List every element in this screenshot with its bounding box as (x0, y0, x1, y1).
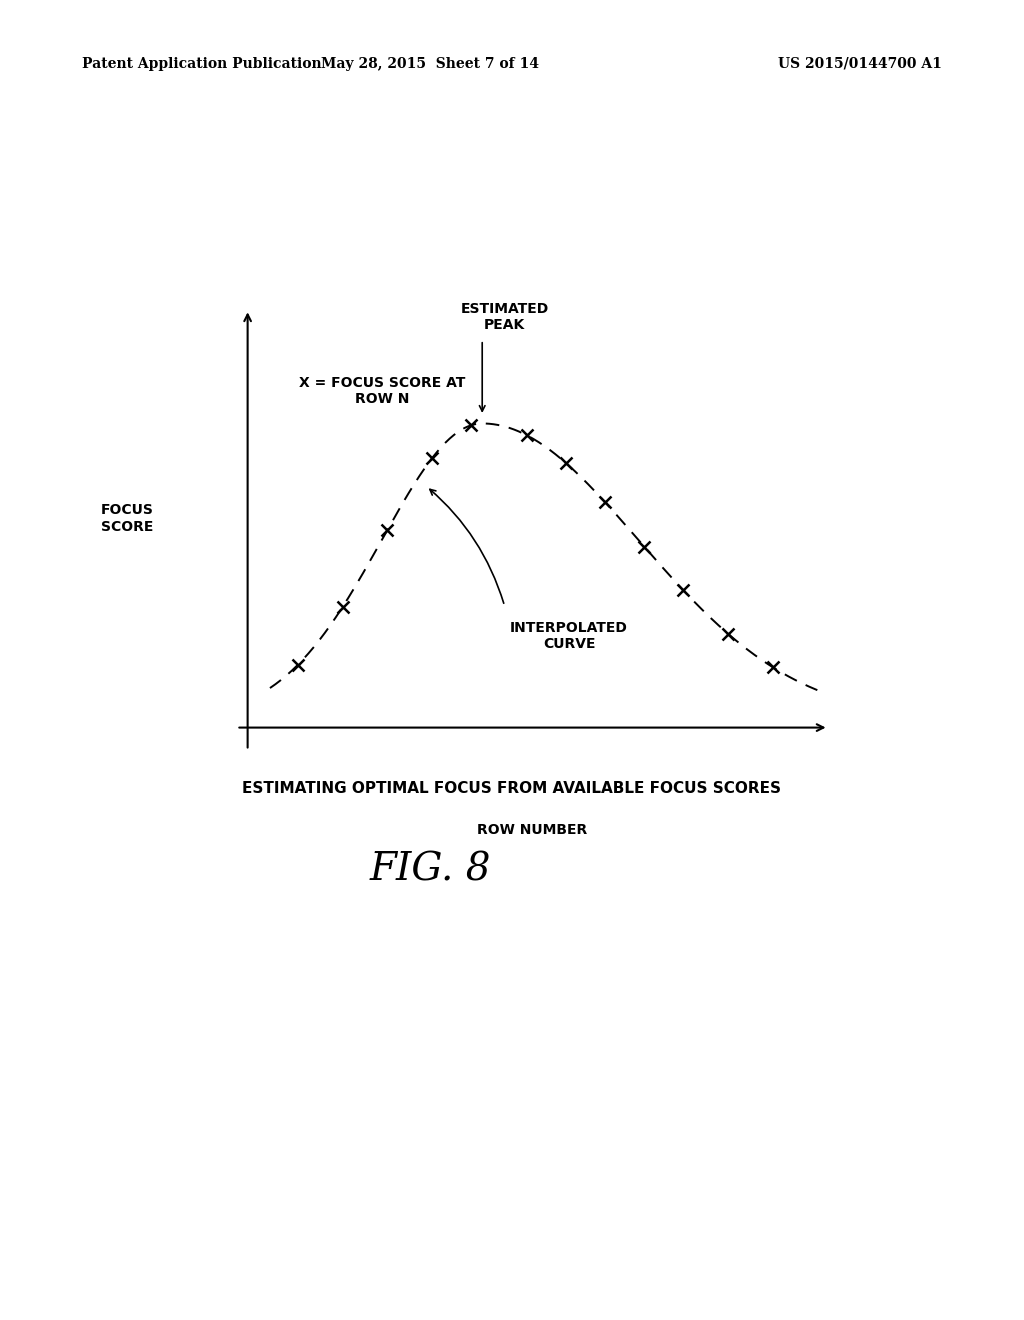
Text: FOCUS
SCORE: FOCUS SCORE (100, 503, 154, 533)
Text: X = FOCUS SCORE AT
ROW N: X = FOCUS SCORE AT ROW N (299, 376, 465, 407)
Text: ESTIMATING OPTIMAL FOCUS FROM AVAILABLE FOCUS SCORES: ESTIMATING OPTIMAL FOCUS FROM AVAILABLE … (243, 781, 781, 796)
Text: FIG. 8: FIG. 8 (370, 851, 490, 888)
Text: INTERPOLATED
CURVE: INTERPOLATED CURVE (510, 622, 628, 651)
Text: May 28, 2015  Sheet 7 of 14: May 28, 2015 Sheet 7 of 14 (322, 57, 539, 71)
Text: ROW NUMBER: ROW NUMBER (477, 822, 588, 837)
Text: US 2015/0144700 A1: US 2015/0144700 A1 (778, 57, 942, 71)
Text: ESTIMATED
PEAK: ESTIMATED PEAK (461, 302, 549, 333)
Text: Patent Application Publication: Patent Application Publication (82, 57, 322, 71)
